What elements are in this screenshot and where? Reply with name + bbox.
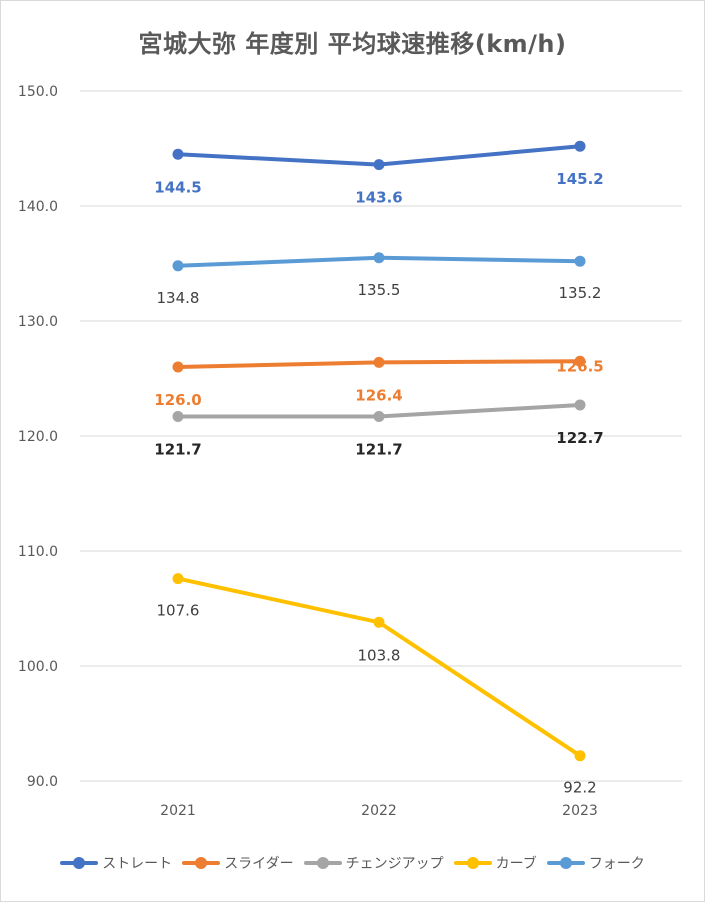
- legend-label: カーブ: [495, 856, 537, 872]
- data-label: 121.7: [355, 440, 402, 458]
- legend-item: フォーク: [546, 853, 645, 873]
- legend-item: チェンジアップ: [303, 853, 444, 873]
- y-tick-label: 100.0: [18, 659, 58, 675]
- data-label: 122.7: [556, 429, 603, 447]
- legend-swatch-icon: [453, 857, 492, 869]
- data-point: [574, 255, 586, 267]
- data-label: 134.8: [157, 289, 200, 307]
- data-label: 126.4: [355, 386, 402, 404]
- y-tick-label: 150.0: [18, 84, 58, 100]
- x-tick-label: 2022: [361, 803, 397, 819]
- legend-label: スライダー: [224, 856, 294, 872]
- data-label: 107.6: [157, 602, 200, 620]
- data-point: [172, 361, 184, 373]
- x-tick-label: 2023: [562, 803, 598, 819]
- legend-label: フォーク: [588, 856, 645, 872]
- legend-swatch-icon: [546, 857, 585, 869]
- data-label: 92.2: [563, 779, 596, 797]
- data-point: [574, 399, 586, 411]
- data-label: 135.2: [559, 284, 602, 302]
- legend-item: カーブ: [453, 853, 537, 873]
- y-tick-label: 110.0: [18, 544, 58, 560]
- chart-legend: ストレート スライダー チェンジアップ カーブ フォーク: [0, 853, 705, 873]
- data-point: [172, 260, 184, 272]
- data-point: [373, 159, 385, 171]
- data-label: 126.0: [154, 391, 201, 409]
- legend-label: チェンジアップ: [345, 856, 444, 872]
- data-label: 126.5: [556, 357, 603, 375]
- data-label: 103.8: [358, 646, 401, 664]
- data-point: [172, 148, 184, 160]
- data-label: 144.5: [154, 178, 201, 196]
- data-label: 135.5: [358, 281, 401, 299]
- data-point: [373, 356, 385, 368]
- data-point: [172, 410, 184, 422]
- legend-swatch-icon: [303, 857, 342, 869]
- legend-swatch-icon: [182, 857, 221, 869]
- data-label: 121.7: [154, 440, 201, 458]
- data-label: 145.2: [556, 170, 603, 188]
- data-point: [574, 750, 586, 762]
- y-tick-label: 130.0: [18, 314, 58, 330]
- y-tick-label: 90.0: [27, 774, 58, 790]
- legend-item: ストレート: [60, 853, 172, 873]
- data-point: [172, 573, 184, 585]
- x-tick-label: 2021: [160, 803, 196, 819]
- series-line: [176, 576, 582, 758]
- data-label: 143.6: [355, 189, 402, 207]
- data-point: [373, 410, 385, 422]
- data-point: [574, 355, 586, 367]
- legend-label: ストレート: [102, 856, 173, 872]
- legend-item: スライダー: [182, 853, 294, 873]
- legend-swatch-icon: [60, 857, 99, 869]
- y-tick-label: 120.0: [18, 429, 58, 445]
- data-point: [574, 140, 586, 152]
- data-point: [373, 616, 385, 628]
- chart-title: 宮城大弥 年度別 平均球速推移(km/h): [138, 30, 567, 58]
- y-tick-label: 140.0: [18, 199, 58, 215]
- data-point: [373, 252, 385, 264]
